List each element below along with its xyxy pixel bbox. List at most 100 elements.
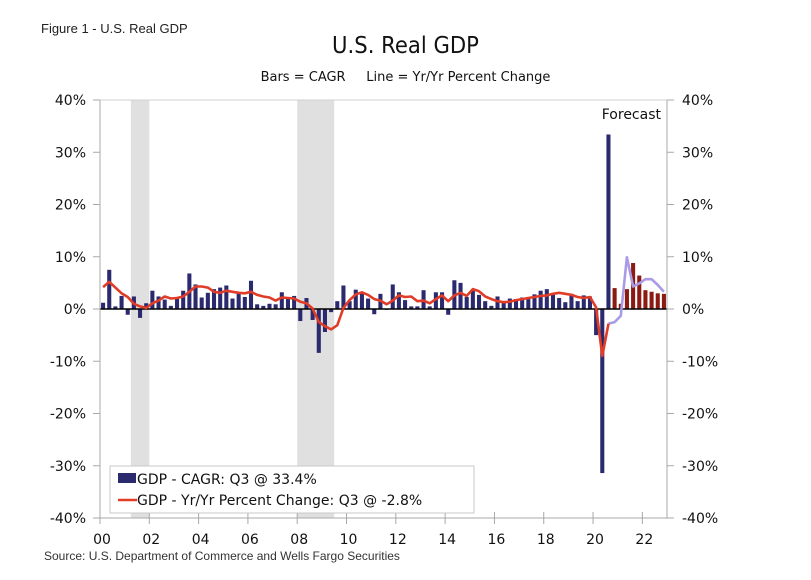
bar xyxy=(366,298,371,309)
bar xyxy=(113,306,118,309)
bar xyxy=(594,309,599,336)
bar xyxy=(329,309,334,313)
bar xyxy=(322,309,327,332)
bar xyxy=(637,275,642,309)
chart-subtitle: Bars = CAGR Line = Yr/Yr Percent Change xyxy=(260,70,551,85)
y-tick-label-left: -40% xyxy=(50,511,86,527)
y-tick-label-right: 30% xyxy=(682,145,713,161)
x-tick-label: 04 xyxy=(192,532,210,548)
bar xyxy=(162,299,167,309)
bar xyxy=(587,296,592,309)
bar xyxy=(199,297,204,309)
bar xyxy=(372,309,377,315)
bar xyxy=(175,298,180,309)
bar xyxy=(267,303,272,309)
legend-box xyxy=(109,465,475,514)
bar xyxy=(138,309,143,318)
bar xyxy=(181,290,186,309)
bar xyxy=(427,306,432,309)
y-tick-label-left: -10% xyxy=(50,354,86,370)
forecast-annotation: Forecast xyxy=(602,107,662,123)
bar xyxy=(205,292,210,309)
bar xyxy=(279,292,284,309)
x-tick-label: 18 xyxy=(537,532,555,548)
bar xyxy=(144,303,149,309)
bar xyxy=(236,292,241,309)
bar xyxy=(476,294,482,309)
bar xyxy=(353,289,358,309)
bar xyxy=(655,293,660,309)
x-tick-label: 10 xyxy=(340,532,358,548)
bar xyxy=(526,299,531,309)
bar xyxy=(230,298,235,309)
y-tick-label-left: 30% xyxy=(55,145,86,161)
y-tick-label-right: 20% xyxy=(682,198,713,214)
y-tick-label-right: 10% xyxy=(682,250,713,266)
bar xyxy=(224,285,229,309)
bar xyxy=(507,298,512,309)
bar xyxy=(569,293,574,309)
bar xyxy=(101,302,106,309)
x-tick-label: 02 xyxy=(142,532,160,548)
bar xyxy=(310,309,315,320)
x-tick-label: 06 xyxy=(241,532,259,548)
bar xyxy=(520,297,525,309)
y-tick-label-right: 0% xyxy=(682,302,704,318)
x-tick-label: 12 xyxy=(389,532,407,548)
x-tick-label: 22 xyxy=(635,532,653,548)
bar xyxy=(600,309,605,474)
bar xyxy=(557,298,562,309)
y-tick-label-left: 20% xyxy=(55,198,86,214)
bar xyxy=(211,289,217,309)
bar xyxy=(273,304,278,309)
bar xyxy=(359,293,364,309)
y-tick-label-left: 0% xyxy=(64,302,86,318)
line-layer xyxy=(102,255,665,358)
y-tick-label-right: -40% xyxy=(682,511,718,527)
bar xyxy=(458,282,463,309)
bar xyxy=(606,134,611,309)
bar xyxy=(298,309,303,322)
bar xyxy=(168,305,173,309)
chart-title: U.S. Real GDP xyxy=(332,33,479,59)
bar xyxy=(612,288,617,309)
y-tick-label-right: -20% xyxy=(682,407,718,423)
y-tick-label-left: 40% xyxy=(55,93,86,109)
bar xyxy=(125,309,130,315)
bar xyxy=(513,299,519,309)
bar xyxy=(440,292,445,309)
bar xyxy=(119,295,124,309)
bar xyxy=(396,292,401,309)
y-tick-label-right: 40% xyxy=(682,93,713,109)
bar xyxy=(341,285,346,309)
bar xyxy=(409,306,414,309)
bar xyxy=(464,296,469,309)
bar xyxy=(242,296,247,309)
bar xyxy=(446,309,451,315)
bar xyxy=(661,293,666,309)
bar xyxy=(489,305,494,309)
x-tick-label: 08 xyxy=(290,532,308,548)
bar xyxy=(643,290,648,309)
legend-label-yoy: GDP - Yr/Yr Percent Change: Q3 @ -2.8% xyxy=(137,493,422,509)
y-tick-label-left: 10% xyxy=(55,250,86,266)
bar xyxy=(193,284,198,309)
bar xyxy=(285,297,291,309)
bar xyxy=(156,296,161,309)
bar xyxy=(248,280,254,309)
bar xyxy=(563,302,568,309)
legend: GDP - CAGR: Q3 @ 33.4% GDP - Yr/Yr Perce… xyxy=(109,465,475,514)
bar xyxy=(550,294,556,309)
x-tick-label: 00 xyxy=(93,532,111,548)
bar xyxy=(624,289,629,309)
bar xyxy=(255,304,260,309)
bar xyxy=(495,296,500,309)
bar xyxy=(261,305,266,309)
bar xyxy=(470,289,475,309)
bar xyxy=(316,309,321,353)
y-tick-label-left: -20% xyxy=(50,407,86,423)
series-line-yoy-forecast xyxy=(608,255,665,325)
bar xyxy=(107,269,112,309)
x-tick-label: 14 xyxy=(438,532,456,548)
